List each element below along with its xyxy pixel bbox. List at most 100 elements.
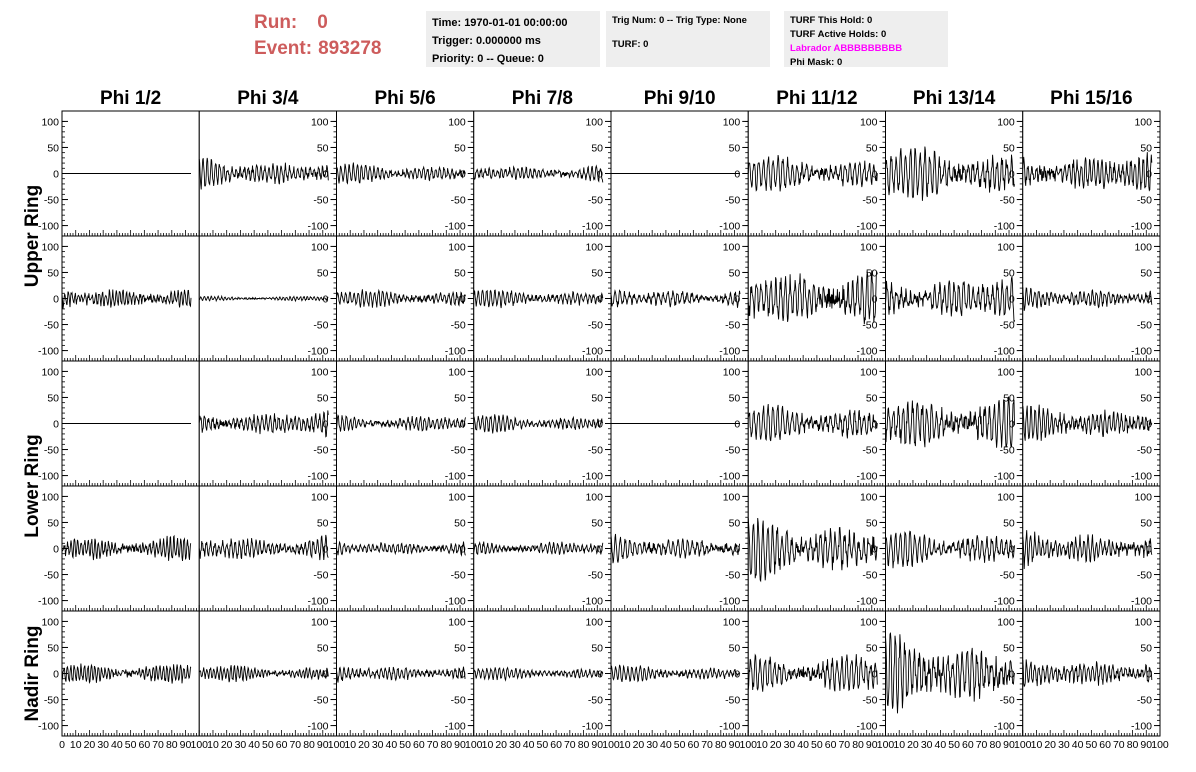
y-tick-label: 100 [723,616,741,628]
y-tick-label: -100 [1131,471,1152,483]
x-tick-label: 70 [838,739,850,751]
waveform-trace [198,410,329,438]
x-tick-label: 50 [948,739,960,751]
x-tick-label: 70 [701,739,713,751]
y-tick-label: 100 [723,241,741,253]
x-tick-label: 20 [633,739,645,751]
y-tick-label: 100 [41,116,59,128]
x-tick-label: 10 [482,739,494,751]
y-tick-label: 100 [1134,366,1152,378]
x-tick-label: 50 [399,739,411,751]
y-tick-label: -100 [445,596,466,608]
x-tick-label: 20 [907,739,919,751]
y-tick-label: 0 [734,419,740,431]
y-tick-label: 100 [860,491,878,503]
y-tick-label: 50 [454,267,466,279]
waveform-trace [747,270,878,325]
x-tick-label: 70 [1113,739,1125,751]
x-tick-label: 50 [811,739,823,751]
y-tick-label: -50 [1137,570,1152,582]
panel-frame [885,485,1024,612]
x-tick-label: 100 [602,739,620,751]
y-tick-label: -100 [1131,346,1152,358]
x-tick-label: 60 [413,739,425,751]
x-tick-label: 60 [550,739,562,751]
y-tick-label: -50 [588,445,603,457]
column-title: Phi 3/4 [237,88,299,109]
waveform-trace [473,414,604,434]
waveform-trace [198,534,329,561]
y-tick-label: -100 [582,221,603,233]
x-tick-label: 40 [111,739,123,751]
y-tick-label: 50 [1003,642,1015,654]
y-tick-label: 50 [1140,642,1152,654]
y-tick-label: 100 [997,491,1015,503]
waveform-trace [610,664,741,683]
x-tick-label: 10 [756,739,768,751]
x-tick-label: 90 [1140,739,1152,751]
y-tick-label: -50 [313,445,328,457]
x-tick-label: 60 [139,739,151,751]
y-tick-label: 0 [734,169,740,181]
waveform-trace [336,666,466,683]
y-tick-label: 50 [47,642,59,654]
x-tick-label: 60 [1099,739,1111,751]
x-tick-label: 90 [866,739,878,751]
y-tick-label: -100 [307,471,328,483]
y-tick-label: -100 [856,221,877,233]
y-tick-label: 0 [53,294,59,306]
column-title: Phi 11/12 [776,88,857,109]
ring-label: Nadir Ring [22,625,43,721]
trig-info-box: Trig Num: 0 -- Trig Type: None TURF: 0 [606,11,770,67]
waveform-trace [747,403,878,442]
y-tick-label: 50 [1140,517,1152,529]
turf-active-text: TURF Active Holds: 0 [790,29,887,40]
y-tick-label: -100 [1131,221,1152,233]
x-tick-label: 80 [166,739,178,751]
y-tick-label: 100 [860,116,878,128]
y-tick-label: -50 [588,695,603,707]
panel-frame [473,235,612,362]
waveform-trace [1022,404,1153,441]
labrador-text: Labrador ABBBBBBBBB [790,43,903,54]
priority-text: Priority: 0 -- Queue: 0 [432,53,544,65]
trigger-text: Trigger: 0.000000 ms [432,35,541,47]
turf-info-box: TURF This Hold: 0 TURF Active Holds: 0 L… [784,11,948,68]
waveform-trace [885,276,1015,323]
y-tick-label: 50 [866,392,878,404]
x-tick-label: 20 [84,739,96,751]
y-tick-label: 50 [454,642,466,654]
column-title: Phi 9/10 [644,88,716,109]
x-tick-label: 90 [454,739,466,751]
y-tick-label: 100 [860,241,878,253]
y-tick-label: -50 [1137,445,1152,457]
y-tick-label: 100 [41,616,59,628]
y-tick-label: -100 [445,221,466,233]
y-tick-label: -100 [1131,721,1152,733]
x-tick-label: 60 [962,739,974,751]
x-tick-label: 30 [1058,739,1070,751]
y-tick-label: 50 [47,517,59,529]
y-tick-label: -100 [1131,596,1152,608]
x-tick-label: 80 [852,739,864,751]
event-value: 893278 [318,38,382,59]
y-tick-label: 50 [591,392,603,404]
y-tick-label: 50 [1140,267,1152,279]
y-tick-label: -50 [1000,445,1015,457]
waveform-trace [473,164,604,183]
waveform-trace [1022,152,1153,192]
y-tick-label: 0 [1146,169,1152,181]
